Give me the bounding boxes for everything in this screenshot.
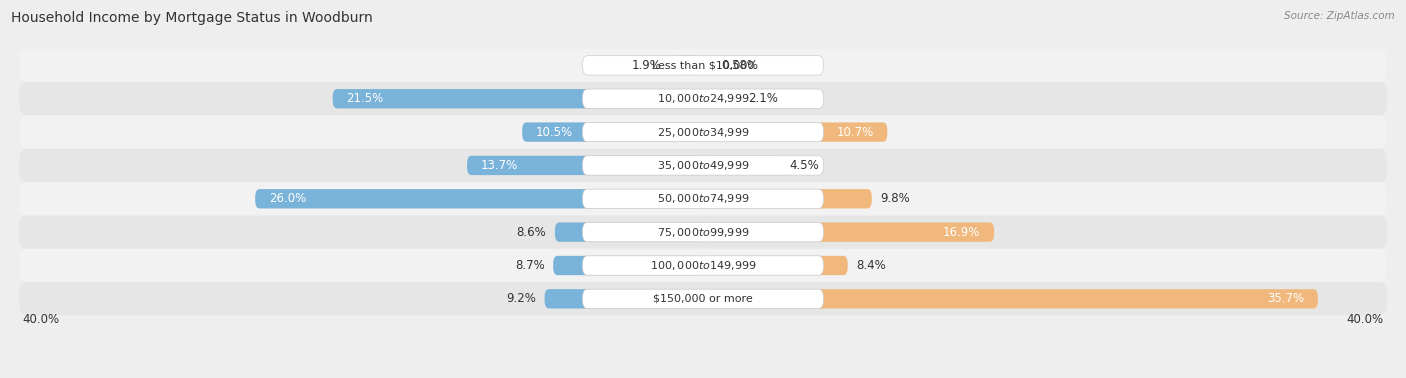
FancyBboxPatch shape (544, 289, 703, 308)
FancyBboxPatch shape (582, 89, 824, 108)
Text: 40.0%: 40.0% (1346, 313, 1384, 326)
Text: 4.5%: 4.5% (789, 159, 818, 172)
Text: $50,000 to $74,999: $50,000 to $74,999 (657, 192, 749, 205)
Text: $150,000 or more: $150,000 or more (654, 294, 752, 304)
FancyBboxPatch shape (703, 256, 848, 275)
Text: 8.4%: 8.4% (856, 259, 886, 272)
Text: 21.5%: 21.5% (346, 92, 384, 105)
FancyBboxPatch shape (553, 256, 703, 275)
Text: 10.7%: 10.7% (837, 125, 873, 139)
FancyBboxPatch shape (582, 289, 824, 308)
FancyBboxPatch shape (20, 249, 1386, 282)
Text: Less than $10,000: Less than $10,000 (652, 60, 754, 70)
Text: $10,000 to $24,999: $10,000 to $24,999 (657, 92, 749, 105)
FancyBboxPatch shape (522, 122, 703, 142)
FancyBboxPatch shape (20, 49, 1386, 82)
FancyBboxPatch shape (20, 182, 1386, 215)
FancyBboxPatch shape (467, 156, 703, 175)
Text: $35,000 to $49,999: $35,000 to $49,999 (657, 159, 749, 172)
FancyBboxPatch shape (20, 82, 1386, 115)
FancyBboxPatch shape (703, 156, 780, 175)
FancyBboxPatch shape (555, 223, 703, 242)
Text: 35.7%: 35.7% (1267, 292, 1305, 305)
Text: 26.0%: 26.0% (269, 192, 307, 205)
Text: 0.58%: 0.58% (721, 59, 759, 72)
Text: 9.2%: 9.2% (506, 292, 536, 305)
FancyBboxPatch shape (20, 116, 1386, 149)
FancyBboxPatch shape (582, 256, 824, 275)
Text: 9.8%: 9.8% (880, 192, 910, 205)
Text: 40.0%: 40.0% (22, 313, 60, 326)
FancyBboxPatch shape (582, 156, 824, 175)
Text: Source: ZipAtlas.com: Source: ZipAtlas.com (1284, 11, 1395, 21)
Text: $25,000 to $34,999: $25,000 to $34,999 (657, 125, 749, 139)
Text: 8.7%: 8.7% (515, 259, 544, 272)
FancyBboxPatch shape (20, 216, 1386, 249)
FancyBboxPatch shape (703, 289, 1317, 308)
Text: 8.6%: 8.6% (516, 226, 547, 239)
Text: Household Income by Mortgage Status in Woodburn: Household Income by Mortgage Status in W… (11, 11, 373, 25)
FancyBboxPatch shape (20, 282, 1386, 315)
FancyBboxPatch shape (703, 122, 887, 142)
Text: $75,000 to $99,999: $75,000 to $99,999 (657, 226, 749, 239)
FancyBboxPatch shape (582, 56, 824, 75)
FancyBboxPatch shape (256, 189, 703, 208)
FancyBboxPatch shape (582, 223, 824, 242)
Text: 10.5%: 10.5% (536, 125, 574, 139)
FancyBboxPatch shape (20, 149, 1386, 182)
Text: $100,000 to $149,999: $100,000 to $149,999 (650, 259, 756, 272)
Text: 13.7%: 13.7% (481, 159, 517, 172)
FancyBboxPatch shape (703, 189, 872, 208)
FancyBboxPatch shape (333, 89, 703, 108)
FancyBboxPatch shape (582, 189, 824, 208)
FancyBboxPatch shape (703, 56, 713, 75)
FancyBboxPatch shape (582, 122, 824, 142)
FancyBboxPatch shape (703, 89, 740, 108)
FancyBboxPatch shape (703, 223, 994, 242)
Text: 2.1%: 2.1% (748, 92, 778, 105)
Text: 1.9%: 1.9% (631, 59, 662, 72)
Text: 16.9%: 16.9% (943, 226, 980, 239)
FancyBboxPatch shape (671, 56, 703, 75)
